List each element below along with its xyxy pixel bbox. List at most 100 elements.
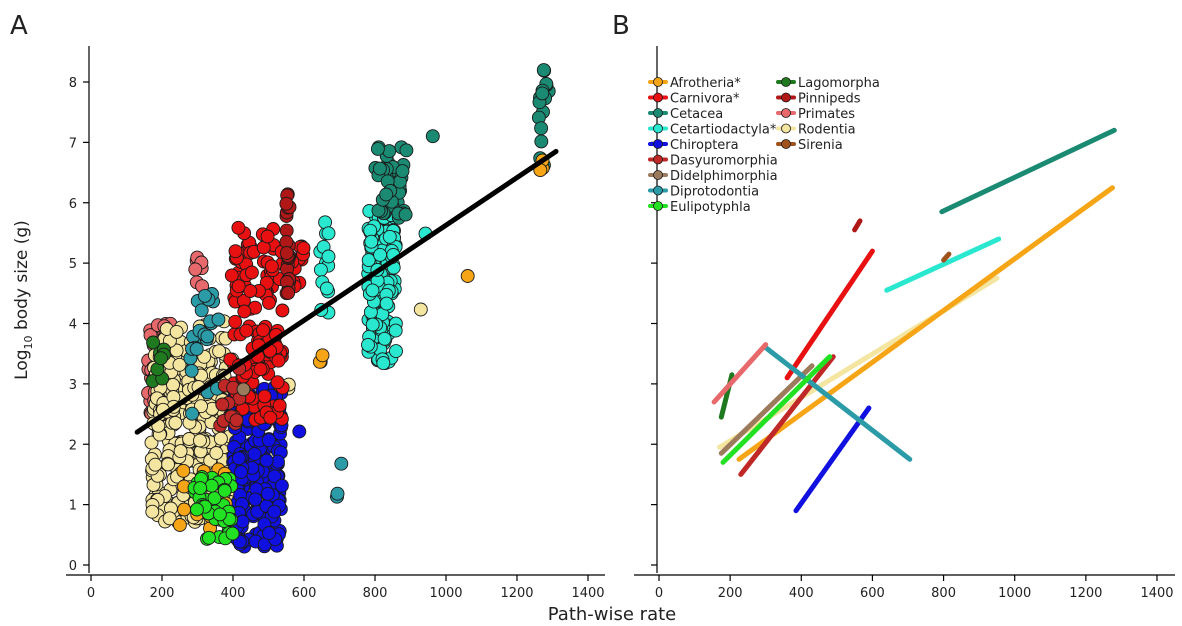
data-point [217, 483, 232, 498]
data-point [270, 375, 285, 390]
x-tick-label: 600 [860, 586, 885, 601]
legend-marker [781, 77, 791, 87]
data-point [382, 229, 397, 244]
legend-marker [653, 185, 663, 196]
legend-marker [781, 123, 791, 134]
legend-label: Rodentia [798, 123, 856, 138]
data-point [267, 469, 282, 484]
legend-label: Primates [798, 107, 855, 122]
data-point [237, 304, 252, 319]
y-tick-label: 2 [69, 438, 77, 453]
data-point [162, 511, 177, 526]
data-point [256, 323, 270, 338]
series-line [852, 218, 863, 233]
regression-line [134, 148, 559, 435]
data-point [292, 424, 307, 439]
data-point [279, 246, 294, 260]
data-point [395, 164, 410, 179]
data-point [197, 288, 212, 303]
legend-label: Diprotodontia [670, 185, 759, 200]
legend-label: Chiroptera [670, 138, 739, 153]
legend-marker [781, 139, 791, 149]
legend-marker [653, 92, 663, 103]
data-point [231, 451, 246, 466]
data-point [281, 285, 296, 300]
panel-a-label: A [10, 11, 28, 41]
series-line [793, 405, 872, 514]
data-point [296, 241, 311, 256]
data-point [372, 161, 387, 176]
data-point [244, 265, 259, 280]
series-line [784, 248, 875, 381]
legend-marker [653, 170, 663, 180]
data-point [225, 526, 240, 541]
data-point [194, 399, 208, 414]
data-point [188, 262, 203, 277]
y-tick-label: 5 [69, 257, 77, 272]
data-point [224, 268, 239, 283]
data-point [534, 134, 549, 149]
data-point [364, 234, 379, 249]
data-point [271, 353, 286, 368]
data-point [193, 433, 207, 448]
series-line [884, 236, 1002, 293]
data-point [211, 312, 226, 327]
data-point [365, 283, 380, 298]
data-point [315, 348, 330, 363]
series-line [718, 363, 815, 456]
data-point [194, 303, 209, 318]
y-axis-label-sub: 10 [22, 335, 35, 349]
data-point [161, 457, 175, 472]
data-point [177, 502, 192, 517]
data-point [321, 226, 336, 241]
series-line [711, 342, 769, 405]
data-point [260, 229, 275, 244]
data-point [398, 207, 413, 222]
data-point [262, 295, 276, 310]
x-tick-label: 0 [87, 586, 95, 601]
x-tick-label: 400 [789, 586, 814, 601]
series-line [720, 354, 833, 465]
series-line [736, 185, 1115, 462]
data-point [534, 121, 549, 136]
data-point [209, 446, 224, 460]
y-tick-label: 3 [69, 378, 77, 393]
data-point [274, 478, 289, 493]
data-point [248, 492, 263, 507]
data-point [243, 284, 258, 298]
data-point [247, 447, 262, 461]
x-axis-label: Path-wise rate [548, 604, 677, 625]
legend-label: Carnivora* [670, 92, 740, 107]
legend-label: Dasyuromorphia [670, 154, 778, 169]
data-point [382, 144, 397, 159]
legend-label: Cetartiodactyla* [670, 123, 777, 138]
data-point [272, 398, 287, 413]
data-point [154, 351, 168, 366]
legend-marker [781, 92, 791, 103]
data-point [319, 281, 334, 296]
data-point [262, 526, 276, 540]
data-point [361, 337, 375, 352]
data-point [185, 406, 200, 421]
y-tick-label: 0 [69, 559, 77, 574]
data-point [370, 141, 385, 156]
data-point [376, 356, 391, 371]
data-point [379, 187, 394, 202]
x-tick-label: 600 [292, 586, 317, 601]
y-axis-label-rest: body size (g) [12, 220, 32, 335]
legend-marker [781, 108, 791, 118]
panel-a: 0 200 400 600 800 1000 1200 1400 0 1 2 3 4 5 6 7 8 [66, 46, 605, 601]
data-point [235, 514, 250, 529]
data-point [267, 504, 282, 519]
data-point [229, 413, 244, 428]
y-tick-label: 1 [69, 499, 77, 514]
legend-label: Didelphimorphia [670, 169, 778, 184]
panel-b-label: B [612, 11, 630, 41]
y-tick-label: 6 [69, 197, 77, 212]
data-point [275, 303, 290, 318]
y-axis-label: Log10 body size (g) [12, 220, 35, 380]
data-point [377, 331, 392, 346]
data-point [204, 478, 219, 493]
data-point [389, 344, 403, 359]
data-point [146, 335, 161, 350]
